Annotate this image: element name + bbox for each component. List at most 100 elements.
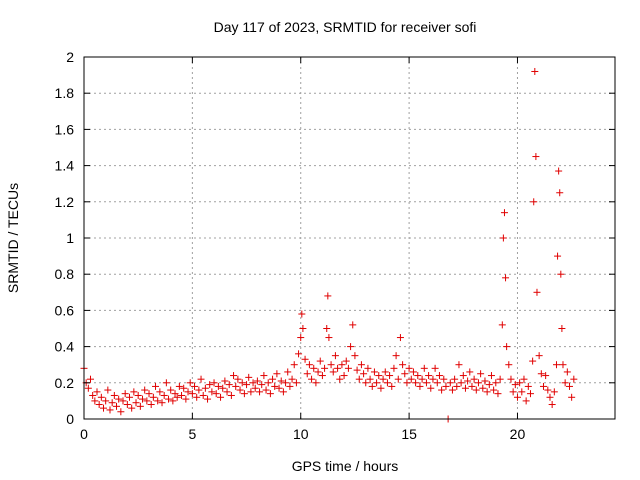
data-point	[143, 397, 151, 405]
y-tick-label: 0.8	[55, 266, 75, 282]
data-point	[381, 368, 389, 376]
data-point	[383, 379, 391, 387]
data-point	[193, 393, 201, 401]
data-point	[555, 167, 563, 175]
data-point	[121, 390, 129, 398]
data-point	[316, 357, 324, 365]
data-point	[438, 386, 446, 394]
data-point	[87, 375, 95, 383]
data-point	[290, 361, 298, 369]
data-point	[390, 364, 398, 372]
data-point	[542, 372, 550, 380]
data-point	[273, 370, 281, 378]
data-point	[331, 352, 339, 360]
data-point	[464, 377, 472, 385]
y-tick-label: 0.4	[55, 339, 75, 355]
data-point	[186, 379, 194, 387]
data-point	[531, 67, 539, 75]
data-point	[351, 352, 359, 360]
data-point	[552, 361, 560, 369]
data-point	[182, 395, 190, 403]
data-point	[513, 393, 521, 401]
data-point	[299, 325, 307, 332]
data-point	[147, 401, 155, 409]
data-point	[180, 384, 188, 392]
axis-ticks: 0 5 10 15 20 0 0.2 0.4 0.6 0.8 1 1.2 1.4 1.6 1.8 2	[55, 49, 615, 442]
data-point	[353, 366, 361, 374]
data-point	[104, 386, 112, 394]
data-point	[373, 379, 381, 387]
data-point	[448, 386, 456, 394]
data-point	[537, 370, 545, 378]
data-point	[420, 364, 428, 372]
data-point	[249, 379, 257, 387]
data-point	[195, 386, 203, 394]
data-point	[230, 372, 238, 380]
data-point	[399, 361, 407, 369]
data-point	[392, 352, 400, 360]
x-tick-label: 0	[80, 426, 88, 442]
data-point	[548, 401, 556, 409]
data-point	[91, 397, 99, 405]
x-tick-label: 15	[401, 426, 417, 442]
data-point	[453, 382, 461, 390]
data-point	[236, 386, 244, 394]
data-point	[468, 382, 476, 390]
data-point	[188, 390, 196, 398]
data-point	[516, 379, 524, 387]
data-point	[498, 321, 506, 329]
data-point	[308, 375, 316, 383]
data-point	[126, 393, 134, 401]
data-point	[234, 375, 242, 383]
data-point	[269, 375, 277, 383]
data-point	[440, 375, 448, 383]
data-point	[197, 375, 205, 383]
y-tick-label: 0.2	[55, 375, 75, 391]
data-point	[492, 379, 500, 387]
data-point	[401, 370, 409, 378]
data-point	[117, 408, 125, 416]
data-point	[559, 361, 567, 369]
chart-title: Day 117 of 2023, SRMTID for receiver sof…	[214, 19, 477, 35]
data-point	[132, 399, 140, 407]
data-point	[201, 384, 209, 392]
data-point	[262, 386, 270, 394]
data-point	[459, 372, 467, 380]
data-point	[442, 382, 450, 390]
data-point	[561, 379, 569, 387]
data-point	[563, 368, 571, 376]
data-point	[175, 382, 183, 390]
data-point	[89, 391, 97, 399]
data-point	[266, 390, 274, 398]
data-point	[314, 368, 322, 376]
data-point	[377, 384, 385, 392]
data-point	[407, 375, 415, 383]
data-point	[97, 393, 105, 401]
data-point	[113, 402, 121, 410]
data-point	[292, 379, 300, 387]
data-point	[136, 402, 144, 410]
data-point	[256, 388, 264, 396]
data-point	[321, 364, 329, 372]
data-point	[253, 377, 261, 385]
data-point	[431, 364, 439, 372]
data-point	[165, 395, 173, 403]
data-point	[288, 375, 296, 383]
data-point	[312, 379, 320, 387]
data-point	[334, 364, 342, 372]
data-point	[108, 399, 116, 407]
y-tick-label: 2	[66, 49, 74, 65]
data-point	[500, 209, 508, 217]
data-point	[199, 391, 207, 399]
data-point	[568, 393, 576, 401]
data-point	[457, 379, 465, 387]
data-point	[277, 377, 285, 385]
data-point	[173, 393, 181, 401]
data-point	[128, 404, 136, 412]
data-point	[336, 375, 344, 383]
data-point	[546, 393, 554, 401]
data-point	[379, 375, 387, 383]
data-point	[490, 386, 498, 394]
data-point	[418, 375, 426, 383]
